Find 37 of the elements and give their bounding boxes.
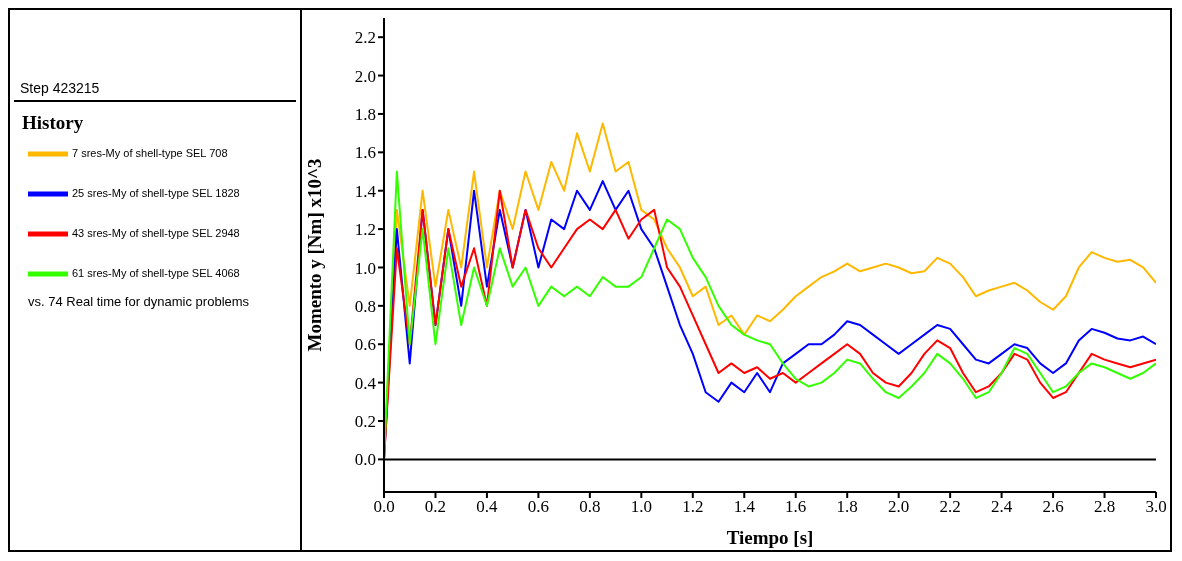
y-tick-label: 0.2	[354, 412, 376, 432]
y-tick-label: 0.6	[354, 335, 376, 355]
text: Step 423215	[14, 10, 296, 102]
y-tick-label: 2.0	[354, 66, 376, 86]
x-tick-label: 2.8	[1093, 497, 1116, 517]
y-tick-label: 1.6	[354, 143, 376, 163]
x-tick-label: 0.6	[527, 497, 550, 517]
y-tick-label: 0.0	[354, 450, 376, 470]
y-tick-label: 1.4	[354, 181, 377, 201]
x-tick-label: 3.0	[1145, 497, 1167, 517]
legend-label: 25 sres-My of shell-type SEL 1828	[72, 186, 240, 199]
legend-label: 43 sres-My of shell-type SEL 2948	[72, 226, 240, 239]
y-tick-label: 1.0	[354, 258, 376, 278]
x-tick-label: 1.4	[733, 497, 756, 517]
x-tick-label: 1.8	[836, 497, 858, 517]
x-tick-label: 1.2	[682, 497, 704, 517]
x-tick-label: 2.4	[990, 497, 1013, 517]
y-tick-label: 1.8	[354, 104, 376, 124]
x-tick-label: 2.6	[1042, 497, 1064, 517]
x-tick-label: 1.6	[785, 497, 807, 517]
legend-label: 7 sres-My of shell-type SEL 708	[72, 146, 228, 159]
legend-title: History	[22, 112, 85, 134]
y-tick-label: 2.2	[354, 28, 376, 48]
y-axis-title: Momento y [Nm] x10^3	[303, 158, 325, 352]
x-tick-label: 0.2	[424, 497, 447, 517]
y-tick-label: 1.2	[354, 220, 376, 240]
x-tick-label: 2.0	[888, 497, 910, 517]
x-axis-title: Tiempo [s]	[726, 527, 814, 548]
y-tick-label: 0.8	[354, 296, 376, 316]
x-tick-label: 2.2	[939, 497, 961, 517]
x-tick-label: 0.4	[476, 497, 499, 517]
x-tick-label: 0.0	[373, 497, 395, 517]
x-tick-label: 0.8	[579, 497, 601, 517]
legend-label: 61 sres-My of shell-type SEL 4068	[72, 266, 240, 279]
x-tick-label: 1.0	[630, 497, 652, 517]
text: vs. 74 Real time for dynamic problems	[28, 294, 251, 309]
y-tick-label: 0.4	[354, 373, 377, 393]
